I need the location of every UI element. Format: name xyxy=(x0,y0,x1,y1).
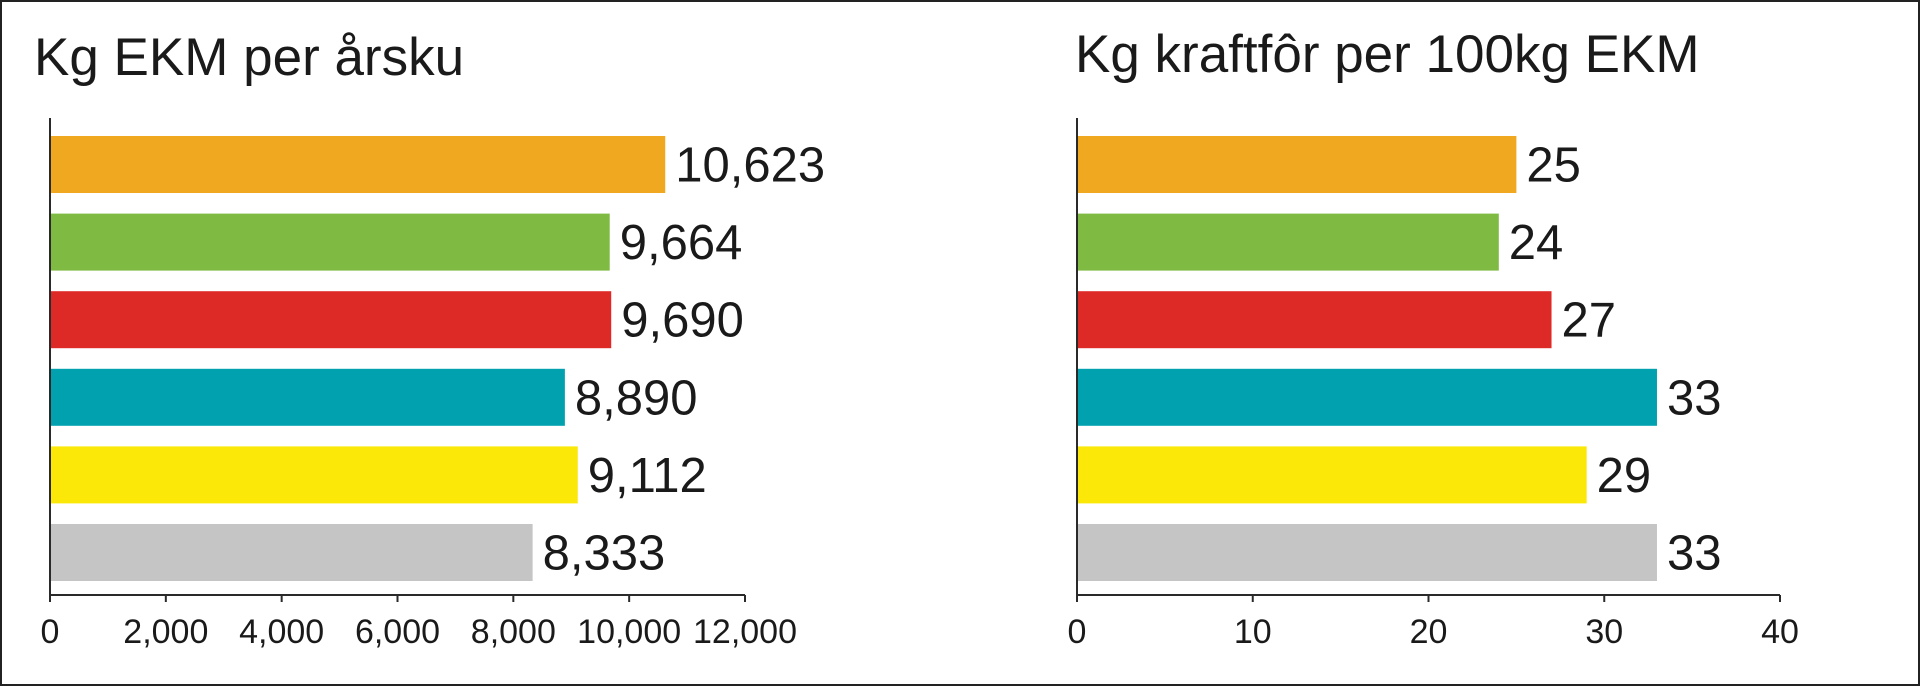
right-x-tick-label: 20 xyxy=(1410,613,1448,651)
right-bar xyxy=(1078,213,1499,271)
left-bar-value-label: 8,890 xyxy=(575,371,698,425)
right-x-tick-label: 0 xyxy=(1068,613,1087,651)
left-x-tick-label: 4,000 xyxy=(239,613,324,651)
right-bar xyxy=(1078,291,1552,349)
right-bar xyxy=(1078,524,1657,581)
chart-right: 0 10 20 30 40 25 24 27 33 29 33 xyxy=(1068,118,1799,651)
left-bar-value-label: 9,664 xyxy=(620,216,743,270)
left-bar-value-label: 10,623 xyxy=(675,139,825,193)
left-x-tick-label: 10,000 xyxy=(577,613,681,651)
right-bar xyxy=(1078,446,1587,504)
left-x-tick-label: 12,000 xyxy=(693,613,797,651)
right-bar xyxy=(1078,136,1517,193)
right-bar-value-label: 24 xyxy=(1509,216,1564,270)
left-bar xyxy=(51,368,565,426)
left-x-tick-label: 0 xyxy=(41,613,60,651)
right-bar xyxy=(1078,368,1657,426)
right-x-tick-label: 10 xyxy=(1234,613,1272,651)
left-bar-value-label: 9,112 xyxy=(588,449,707,503)
right-bar-value-label: 27 xyxy=(1562,294,1617,348)
right-bar-value-label: 33 xyxy=(1667,527,1722,581)
left-bar xyxy=(51,291,612,349)
right-bar-value-label: 25 xyxy=(1526,139,1581,193)
left-x-tick-label: 8,000 xyxy=(471,613,556,651)
left-bar-value-label: 8,333 xyxy=(543,527,666,581)
left-bar xyxy=(51,213,610,271)
left-bar xyxy=(51,524,533,581)
chart-title-right: Kg kraftfôr per 100kg EKM xyxy=(1075,25,1700,84)
left-bar-value-label: 9,690 xyxy=(621,294,744,348)
left-bar xyxy=(51,136,666,193)
left-x-tick-label: 2,000 xyxy=(123,613,208,651)
right-bar-value-label: 33 xyxy=(1667,371,1722,425)
right-bar-value-label: 29 xyxy=(1597,449,1652,503)
right-x-tick-label: 40 xyxy=(1761,613,1799,651)
chart-left: 0 2,000 4,000 6,000 8,000 10,000 12,000 10,623 9… xyxy=(41,118,825,651)
left-bar xyxy=(51,446,578,504)
left-x-tick-label: 6,000 xyxy=(355,613,440,651)
chart-title-left: Kg EKM per årsku xyxy=(34,28,464,87)
right-x-tick-label: 30 xyxy=(1585,613,1623,651)
